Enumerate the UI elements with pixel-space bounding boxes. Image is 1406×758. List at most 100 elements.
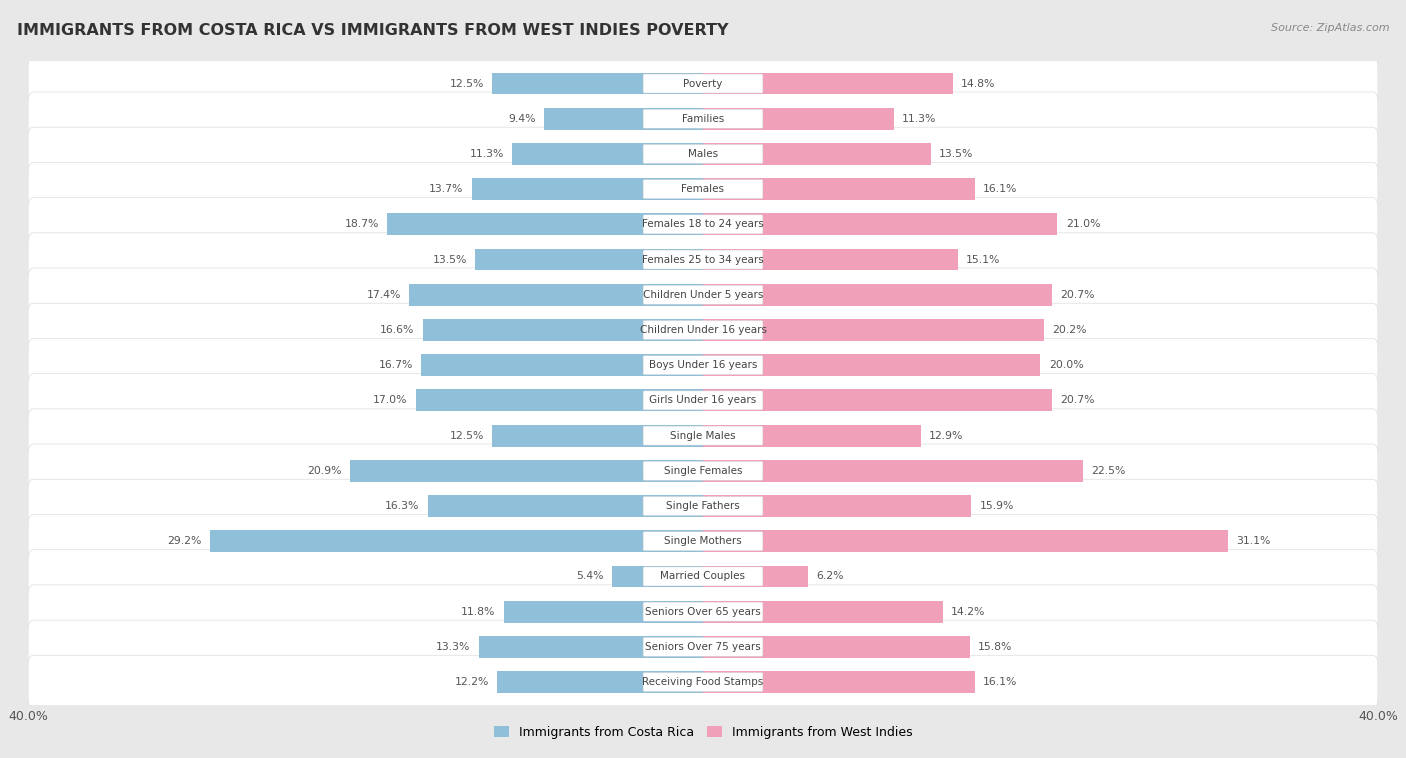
Text: 21.0%: 21.0% [1066,219,1101,230]
Bar [703,531,1227,552]
Bar [703,73,953,95]
Bar [423,319,703,341]
Bar [703,354,1040,376]
Text: Females: Females [682,184,724,194]
Text: Poverty: Poverty [683,79,723,89]
Text: Single Mothers: Single Mothers [664,536,742,547]
FancyBboxPatch shape [28,233,1378,287]
Bar [703,108,894,130]
Text: Receiving Food Stamps: Receiving Food Stamps [643,677,763,687]
Bar [703,214,1057,235]
FancyBboxPatch shape [28,656,1378,709]
Text: 20.7%: 20.7% [1060,290,1095,299]
Bar [612,565,703,587]
Text: 13.7%: 13.7% [429,184,464,194]
Text: 16.3%: 16.3% [385,501,419,511]
FancyBboxPatch shape [28,515,1378,568]
Text: Children Under 5 years: Children Under 5 years [643,290,763,299]
Text: 16.6%: 16.6% [380,325,415,335]
Text: 20.7%: 20.7% [1060,396,1095,406]
Bar [703,143,931,164]
Bar [703,390,1052,412]
Text: 16.1%: 16.1% [983,677,1018,687]
Bar [416,390,703,412]
FancyBboxPatch shape [643,496,763,515]
Text: Males: Males [688,149,718,159]
Text: 29.2%: 29.2% [167,536,202,547]
Bar [703,460,1083,482]
Bar [703,565,807,587]
Text: Children Under 16 years: Children Under 16 years [640,325,766,335]
Text: Seniors Over 75 years: Seniors Over 75 years [645,642,761,652]
Bar [703,601,942,622]
Bar [492,73,703,95]
Text: 11.3%: 11.3% [903,114,936,124]
FancyBboxPatch shape [28,585,1378,638]
Text: 22.5%: 22.5% [1091,466,1125,476]
FancyBboxPatch shape [643,462,763,481]
Text: 17.4%: 17.4% [367,290,401,299]
FancyBboxPatch shape [28,127,1378,180]
Text: 20.9%: 20.9% [308,466,342,476]
Text: 6.2%: 6.2% [815,572,844,581]
Bar [703,178,974,200]
FancyBboxPatch shape [28,409,1378,462]
Text: Married Couples: Married Couples [661,572,745,581]
Text: Families: Families [682,114,724,124]
FancyBboxPatch shape [643,567,763,586]
FancyBboxPatch shape [643,145,763,164]
Bar [475,249,703,271]
FancyBboxPatch shape [28,479,1378,533]
Text: 11.3%: 11.3% [470,149,503,159]
FancyBboxPatch shape [643,672,763,691]
FancyBboxPatch shape [643,637,763,656]
Bar [703,319,1043,341]
Bar [512,143,703,164]
Text: 12.5%: 12.5% [450,79,484,89]
Text: 20.0%: 20.0% [1049,360,1084,370]
Text: Seniors Over 65 years: Seniors Over 65 years [645,606,761,617]
Text: 13.3%: 13.3% [436,642,470,652]
FancyBboxPatch shape [643,356,763,374]
Text: Girls Under 16 years: Girls Under 16 years [650,396,756,406]
FancyBboxPatch shape [643,109,763,128]
FancyBboxPatch shape [643,285,763,304]
Bar [544,108,703,130]
FancyBboxPatch shape [643,321,763,340]
Text: 18.7%: 18.7% [344,219,380,230]
Text: 12.2%: 12.2% [454,677,489,687]
Bar [503,601,703,622]
Bar [427,495,703,517]
Text: 16.7%: 16.7% [378,360,413,370]
Text: 20.2%: 20.2% [1052,325,1087,335]
Text: 17.0%: 17.0% [373,396,408,406]
FancyBboxPatch shape [28,92,1378,146]
FancyBboxPatch shape [643,426,763,445]
Text: 12.5%: 12.5% [450,431,484,440]
Bar [498,671,703,693]
Text: 9.4%: 9.4% [509,114,536,124]
Legend: Immigrants from Costa Rica, Immigrants from West Indies: Immigrants from Costa Rica, Immigrants f… [489,721,917,744]
Bar [703,424,921,446]
Text: 14.2%: 14.2% [950,606,986,617]
Text: Females 25 to 34 years: Females 25 to 34 years [643,255,763,265]
Text: 31.1%: 31.1% [1236,536,1271,547]
Text: 14.8%: 14.8% [962,79,995,89]
FancyBboxPatch shape [643,74,763,93]
Text: 15.8%: 15.8% [979,642,1012,652]
Text: 5.4%: 5.4% [576,572,603,581]
Bar [478,636,703,658]
FancyBboxPatch shape [28,374,1378,428]
Bar [350,460,703,482]
Text: IMMIGRANTS FROM COSTA RICA VS IMMIGRANTS FROM WEST INDIES POVERTY: IMMIGRANTS FROM COSTA RICA VS IMMIGRANTS… [17,23,728,38]
Bar [703,495,972,517]
Bar [211,531,703,552]
Bar [703,283,1052,305]
FancyBboxPatch shape [643,180,763,199]
Text: 15.1%: 15.1% [966,255,1001,265]
FancyBboxPatch shape [28,57,1378,110]
Bar [492,424,703,446]
Bar [472,178,703,200]
Bar [703,671,974,693]
FancyBboxPatch shape [28,620,1378,674]
